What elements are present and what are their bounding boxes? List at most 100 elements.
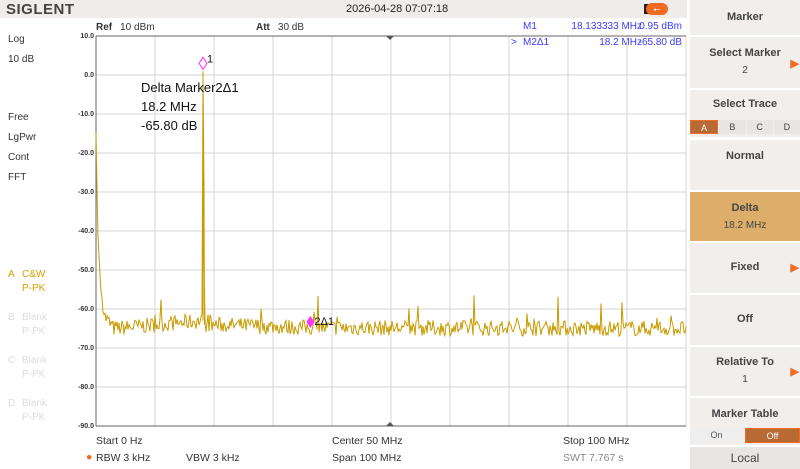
button-label: Normal xyxy=(726,150,764,162)
delta-marker-annotation: 18.2 MHz xyxy=(141,99,197,114)
trace-id: A xyxy=(8,269,15,280)
button-label: Local xyxy=(730,451,760,465)
status-bar: SIGLENT 2026-04-28 07:07:18 ⭠ xyxy=(0,0,687,18)
spectrum-plot[interactable]: 10.0 0.0 -10.0 -20.0 -30.0 -40.0 -50.0 -60.0 -70… xyxy=(0,0,687,432)
trace-a-line xyxy=(95,71,687,338)
y-tick-label: -60.0 xyxy=(78,306,94,313)
trace-c-status[interactable]: C Blank P-PK xyxy=(8,354,47,382)
y-tick-label: -10.0 xyxy=(78,111,94,118)
button-label: Marker Table xyxy=(711,408,779,420)
delta-marker-annotation: Delta Marker2Δ1 xyxy=(141,80,239,95)
active-marker-indicator: > xyxy=(511,37,517,48)
trace-detector: P-PK xyxy=(22,326,46,337)
y-tick-label: -50.0 xyxy=(78,267,94,274)
fft-mode: FFT xyxy=(8,172,27,183)
datetime: 2026-04-28 07:07:18 xyxy=(346,3,449,15)
button-label: Select Marker xyxy=(709,47,781,59)
marker-1-icon xyxy=(198,56,208,71)
toggle-on[interactable]: On xyxy=(690,428,743,443)
menu-title: Marker xyxy=(690,0,800,35)
start-freq[interactable]: Start 0 Hz xyxy=(96,435,143,447)
trace-detector: P-PK xyxy=(22,412,46,423)
button-label: Delta xyxy=(731,202,759,214)
y-tick-label: -90.0 xyxy=(78,423,94,430)
att-label: Att xyxy=(256,22,270,33)
ref-value: 10 dBm xyxy=(120,22,155,33)
attenuation[interactable]: Att 30 dB xyxy=(256,22,304,33)
rbw[interactable]: RBW 3 kHz xyxy=(96,452,151,464)
select-marker-button[interactable]: Select Marker 2 ▶ xyxy=(690,37,800,88)
trace-detector: P-PK xyxy=(22,283,46,294)
toggle-off[interactable]: Off xyxy=(745,428,800,443)
menu-title-label: Marker xyxy=(726,11,764,23)
marker-freq: 18.2 MHz xyxy=(599,37,642,48)
button-value: 1 xyxy=(742,374,748,385)
button-label: Select Trace xyxy=(712,98,778,110)
marker-name: M1 xyxy=(523,21,537,32)
trace-b-status[interactable]: B Blank P-PK xyxy=(8,311,47,339)
y-tick-label: -20.0 xyxy=(78,150,94,157)
ref-label: Ref xyxy=(96,22,113,33)
center-marker-top-icon xyxy=(386,36,394,40)
button-label: Relative To xyxy=(716,356,774,368)
trace-tab-a[interactable]: A xyxy=(690,120,719,134)
submenu-arrow-icon: ▶ xyxy=(790,262,799,274)
trace-tabs: A B C D xyxy=(690,120,800,134)
button-value: 18.2 MHz xyxy=(723,220,767,231)
button-label: Fixed xyxy=(730,261,760,273)
delta-button[interactable]: Delta 18.2 MHz xyxy=(690,192,800,241)
detector: LgPwr xyxy=(8,132,37,143)
marker-value: 0.95 dBm xyxy=(639,21,682,32)
softkey-menu: Marker Select Marker 2 ▶ Select Trace A B … xyxy=(687,0,800,469)
button-value: 2 xyxy=(742,65,748,76)
marker-name: M2Δ1 xyxy=(523,37,550,48)
y-tick-label: -40.0 xyxy=(78,228,94,235)
trace-id: D xyxy=(8,398,16,409)
scale-div: 10 dB xyxy=(8,54,35,65)
y-tick-label: -70.0 xyxy=(78,345,94,352)
ref-level[interactable]: Ref 10 dBm xyxy=(96,22,155,33)
center-marker-bottom-icon xyxy=(386,422,394,426)
trace-tab-b[interactable]: B xyxy=(719,120,746,134)
trace-a-status[interactable]: A C&W P-PK xyxy=(8,268,45,296)
trace-type: C&W xyxy=(22,269,46,280)
trace-id: B xyxy=(8,312,15,323)
y-tick-label: 0.0 xyxy=(84,72,94,79)
relative-to-button[interactable]: Relative To 1 ▶ xyxy=(690,347,800,396)
trace-tab-c[interactable]: C xyxy=(746,120,773,134)
usb-icon: ⭠ xyxy=(646,3,668,15)
rbw-auto-icon: ● xyxy=(86,451,93,463)
sweep-mode: Cont xyxy=(8,152,30,163)
trigger: Free xyxy=(8,112,29,123)
trace-type: Blank xyxy=(22,312,48,323)
stop-freq[interactable]: Stop 100 MHz xyxy=(563,435,630,447)
span[interactable]: Span 100 MHz xyxy=(332,452,402,464)
y-tick-label: -30.0 xyxy=(78,189,94,196)
normal-button[interactable]: Normal xyxy=(690,140,800,190)
button-label: Off xyxy=(737,313,753,325)
trace-detector: P-PK xyxy=(22,369,46,380)
submenu-arrow-icon: ▶ xyxy=(790,58,799,70)
trace-tab-d[interactable]: D xyxy=(773,120,800,134)
trace-d-status[interactable]: D Blank P-PK xyxy=(8,397,47,425)
att-value: 30 dB xyxy=(277,22,305,33)
marker-value: -65.80 dB xyxy=(638,37,682,48)
marker-freq: 18.133333 MHz xyxy=(571,21,642,32)
submenu-arrow-icon: ▶ xyxy=(790,366,799,378)
sweep-time[interactable]: SWT 7.767 s xyxy=(563,452,624,464)
marker-table-toggle[interactable]: On Off xyxy=(690,428,800,443)
center-freq[interactable]: Center 50 MHz xyxy=(332,435,403,447)
fixed-button[interactable]: Fixed ▶ xyxy=(690,243,800,293)
trace-id: C xyxy=(8,355,16,366)
off-button[interactable]: Off xyxy=(690,295,800,345)
marker-2-icon xyxy=(306,315,315,328)
local-button[interactable]: Local xyxy=(690,447,800,469)
marker-2-label: 2Δ1 xyxy=(314,316,334,328)
marker-1-label: 1 xyxy=(207,53,213,65)
delta-marker-annotation: -65.80 dB xyxy=(141,118,197,133)
vbw[interactable]: VBW 3 kHz xyxy=(186,452,240,464)
y-tick-label: 10.0 xyxy=(80,33,94,40)
trace-type: Blank xyxy=(22,398,48,409)
trace-type: Blank xyxy=(22,355,48,366)
brand-logo: SIGLENT xyxy=(6,1,75,18)
